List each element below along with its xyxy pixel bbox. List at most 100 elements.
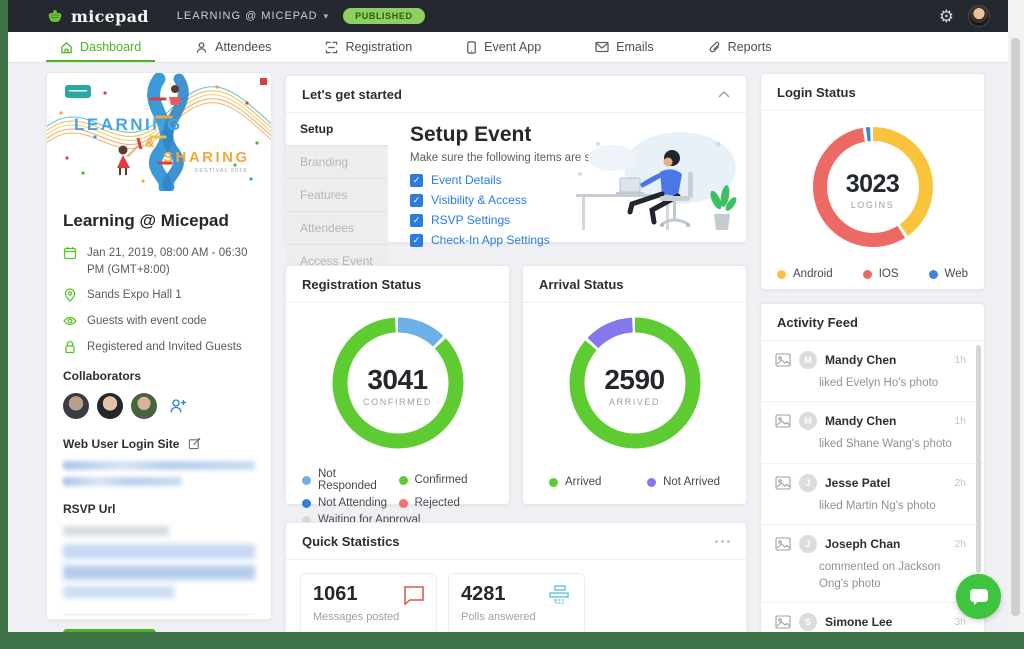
tab-label: Event App bbox=[484, 40, 541, 54]
web-login-label: Web User Login Site bbox=[63, 437, 179, 451]
login-legend: Android IOS Web bbox=[761, 256, 984, 280]
micepad-hand-icon bbox=[46, 8, 64, 24]
legend-dot bbox=[929, 270, 938, 279]
tab-dashboard[interactable]: Dashboard bbox=[46, 32, 155, 62]
tab-registration[interactable]: Registration bbox=[311, 32, 426, 62]
feed-item[interactable]: J Joseph Chan 2h commented on Jackson On… bbox=[761, 525, 984, 604]
collaborator-avatar[interactable] bbox=[131, 393, 157, 419]
feed-avatar: M bbox=[799, 412, 817, 430]
photo-icon bbox=[775, 353, 791, 367]
stat-messages-posted: 1061 Messages posted bbox=[300, 573, 437, 632]
dashboard-main: LEARNING & SHARING FESTIVAL 2018 bbox=[8, 63, 1008, 632]
feed-timestamp: 2h bbox=[954, 538, 966, 550]
activity-feed-card: Activity Feed M Mandy Chen 1h liked Evel… bbox=[760, 303, 985, 632]
arrival-status-card: Arrival Status 2590 ARRIVED Arrived Not … bbox=[522, 265, 747, 505]
phone-icon bbox=[466, 41, 477, 54]
tab-reports[interactable]: Reports bbox=[694, 32, 786, 62]
feed-action-text: liked Evelyn Ho's photo bbox=[819, 375, 966, 392]
collaborator-avatar[interactable] bbox=[63, 393, 89, 419]
legend-label: Android bbox=[793, 268, 833, 280]
tab-event-app[interactable]: Event App bbox=[452, 32, 555, 62]
checkbox-checked-icon: ✓ bbox=[410, 194, 423, 207]
location-icon bbox=[63, 288, 77, 302]
tab-attendees[interactable]: Attendees bbox=[181, 32, 285, 62]
event-banner-image: LEARNING & SHARING FESTIVAL 2018 bbox=[47, 73, 271, 191]
top-navbar: micepad LEARNING @ MICEPAD ▾ PUBLISHED ⚙ bbox=[8, 0, 1008, 32]
feed-avatar: S bbox=[799, 613, 817, 631]
page-scrollbar bbox=[1008, 0, 1024, 632]
setup-illustration bbox=[568, 124, 738, 241]
legend-dot bbox=[302, 476, 311, 485]
tab-label: Emails bbox=[616, 40, 654, 54]
user-avatar[interactable] bbox=[968, 5, 990, 27]
step-branding[interactable]: Branding bbox=[286, 146, 388, 179]
svg-text:LEARNING: LEARNING bbox=[74, 115, 183, 134]
gear-icon[interactable]: ⚙ bbox=[939, 8, 954, 25]
step-setup[interactable]: Setup bbox=[286, 113, 388, 146]
feed-timestamp: 2h bbox=[954, 477, 966, 489]
poll-icon bbox=[549, 585, 573, 610]
photo-icon bbox=[775, 476, 791, 490]
feed-item[interactable]: M Mandy Chen 1h liked Shane Wang's photo bbox=[761, 402, 984, 463]
feed-timestamp: 1h bbox=[954, 415, 966, 427]
registration-status-card: Registration Status 3041 CONFIRMED Not R… bbox=[285, 265, 510, 505]
web-login-link-redacted[interactable] bbox=[63, 461, 255, 486]
feed-timestamp: 1h bbox=[954, 354, 966, 366]
stat-label: Polls answered bbox=[461, 611, 572, 623]
home-icon bbox=[60, 41, 73, 54]
app-window: micepad LEARNING @ MICEPAD ▾ PUBLISHED ⚙… bbox=[8, 0, 1008, 632]
legend-dot bbox=[647, 478, 656, 487]
get-started-card: Let's get started Setup Branding Feature… bbox=[285, 75, 747, 243]
chevron-up-icon[interactable] bbox=[718, 91, 730, 98]
rsvp-url-redacted[interactable] bbox=[63, 526, 255, 598]
edit-event-button[interactable]: Edit Event bbox=[63, 629, 156, 632]
tab-emails[interactable]: Emails bbox=[581, 32, 668, 62]
collaborator-avatar[interactable] bbox=[97, 393, 123, 419]
legend-dot bbox=[549, 478, 558, 487]
checkbox-checked-icon: ✓ bbox=[410, 214, 423, 227]
legend-dot bbox=[863, 270, 872, 279]
add-collaborator-button[interactable] bbox=[165, 393, 191, 419]
eye-icon bbox=[63, 314, 77, 328]
legend-label: Web bbox=[945, 268, 968, 280]
divider bbox=[63, 614, 255, 615]
feed-avatar: J bbox=[799, 474, 817, 492]
chevron-down-icon: ▾ bbox=[324, 11, 330, 22]
feed-item[interactable]: S Simone Lee 3h posted a new photo at Da… bbox=[761, 603, 984, 632]
activity-feed-title: Activity Feed bbox=[777, 315, 858, 330]
calendar-icon bbox=[63, 246, 77, 260]
event-access-text: Registered and Invited Guests bbox=[87, 339, 242, 356]
arrival-donut-chart: 2590 ARRIVED bbox=[565, 313, 705, 458]
photo-icon bbox=[775, 537, 791, 551]
page-scrollbar-thumb[interactable] bbox=[1011, 38, 1020, 616]
event-summary-card: LEARNING & SHARING FESTIVAL 2018 bbox=[46, 72, 272, 620]
scan-frame-icon bbox=[325, 41, 338, 54]
person-icon bbox=[195, 41, 208, 54]
edit-icon[interactable] bbox=[188, 437, 201, 450]
section-tabbar: Dashboard Attendees Registration Event A… bbox=[8, 32, 1008, 63]
legend-dot bbox=[399, 499, 408, 508]
feed-user-name: Mandy Chen bbox=[825, 414, 946, 428]
activity-feed-list: M Mandy Chen 1h liked Evelyn Ho's photo … bbox=[761, 341, 984, 632]
stat-polls-answered: 4281 Polls answered bbox=[448, 573, 585, 632]
chat-button[interactable] bbox=[956, 574, 1001, 619]
step-attendees[interactable]: Attendees bbox=[286, 212, 388, 245]
more-menu-icon[interactable] bbox=[715, 540, 730, 543]
registration-legend: Not Responded Confirmed Not Attending Re… bbox=[286, 458, 509, 526]
feed-action-text: commented on Jackson Ong's photo bbox=[819, 559, 959, 594]
rsvp-label: RSVP Url bbox=[63, 502, 255, 516]
feed-avatar: M bbox=[799, 351, 817, 369]
photo-icon bbox=[775, 414, 791, 428]
feed-user-name: Mandy Chen bbox=[825, 353, 946, 367]
step-features[interactable]: Features bbox=[286, 179, 388, 212]
brand-name: micepad bbox=[71, 7, 149, 26]
tab-label: Reports bbox=[728, 40, 772, 54]
event-visibility-text: Guests with event code bbox=[87, 313, 207, 330]
feed-item[interactable]: J Jesse Patel 2h liked Martin Ng's photo bbox=[761, 464, 984, 525]
feed-user-name: Joseph Chan bbox=[825, 537, 946, 551]
event-selector[interactable]: LEARNING @ MICEPAD ▾ bbox=[177, 10, 329, 22]
feed-item[interactable]: M Mandy Chen 1h liked Evelyn Ho's photo bbox=[761, 341, 984, 402]
message-icon bbox=[403, 585, 425, 610]
feed-scrollbar-thumb[interactable] bbox=[976, 345, 981, 573]
arrival-count: 2590 bbox=[604, 364, 664, 396]
